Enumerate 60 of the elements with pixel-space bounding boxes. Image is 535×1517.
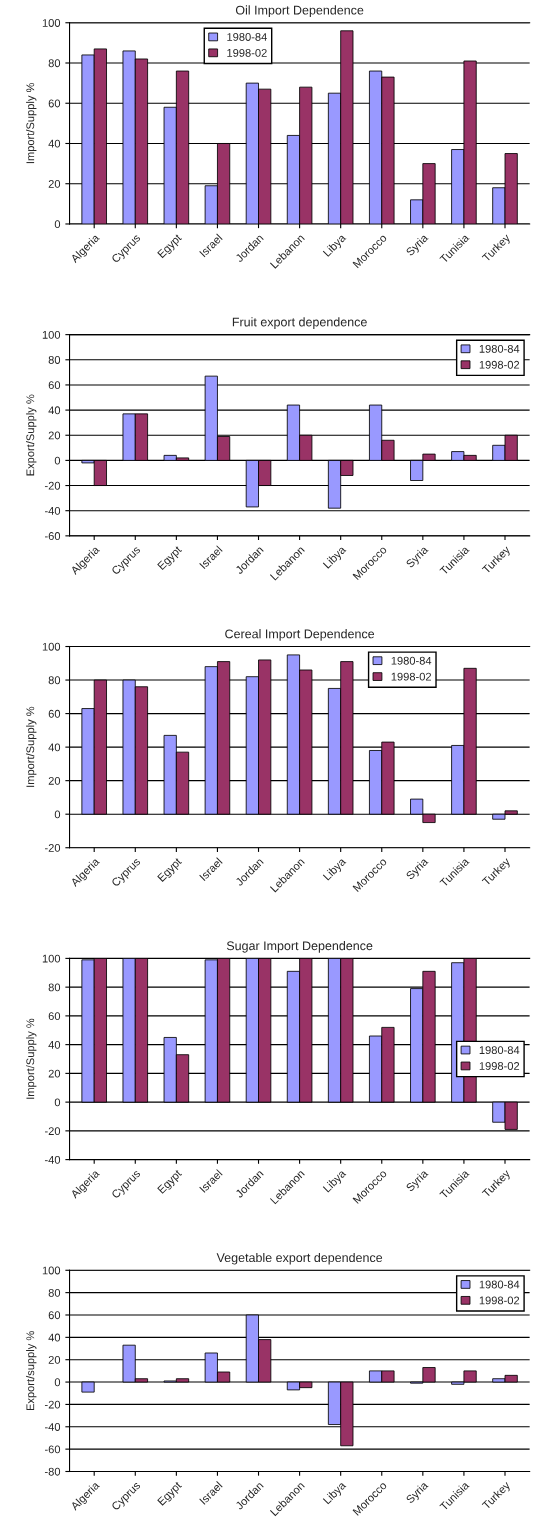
- y-axis-title: Export/Supply %: [26, 394, 37, 476]
- y-tick-label: -40: [44, 1155, 61, 1164]
- legend-label: 1998-02: [391, 672, 432, 681]
- y-tick-label: 80: [48, 59, 61, 68]
- y-tick-label: -20: [44, 1400, 61, 1409]
- legend-label: 1980-84: [391, 656, 432, 665]
- chart-title: Sugar Import Dependence: [226, 941, 373, 953]
- legend-label: 1980-84: [479, 344, 520, 353]
- y-axis-title: Import/Supply %: [26, 1018, 37, 1099]
- y-tick-label: -20: [44, 844, 61, 852]
- chart-title: Oil Import Dependence: [235, 5, 364, 18]
- y-tick-label: 0: [54, 456, 61, 465]
- y-tick-label: -60: [44, 532, 61, 540]
- y-tick-label: 100: [42, 954, 61, 963]
- legend-label: 1998-02: [479, 1296, 520, 1305]
- y-tick-label: 60: [48, 709, 61, 718]
- y-tick-label: 60: [48, 1311, 61, 1320]
- y-tick-label: 20: [48, 1355, 61, 1364]
- y-tick-label: 100: [42, 330, 61, 339]
- legend-label: 1980-84: [227, 33, 267, 41]
- legend-label: 1980-84: [479, 1280, 520, 1289]
- y-tick-label: 60: [48, 381, 61, 390]
- y-tick-label: 0: [54, 220, 61, 229]
- y-tick-label: 60: [48, 99, 61, 108]
- y-tick-label: 40: [48, 1333, 61, 1342]
- y-tick-label: 80: [48, 676, 61, 685]
- y-tick-label: 40: [48, 139, 61, 148]
- y-tick-label: 20: [48, 431, 61, 440]
- y-tick-label: 20: [48, 1069, 61, 1078]
- legend-label: 1980-84: [479, 1046, 520, 1055]
- y-tick-label: -40: [44, 506, 61, 515]
- y-tick-label: 20: [48, 776, 61, 785]
- y-axis-title: Import/Supply %: [26, 706, 37, 787]
- y-tick-label: 0: [54, 810, 61, 819]
- y-tick-label: 40: [48, 1040, 61, 1049]
- legend-label: 1998-02: [479, 1062, 520, 1070]
- y-tick-label: 80: [48, 983, 61, 992]
- y-tick-label: 80: [48, 1288, 61, 1297]
- y-tick-label: -20: [44, 1127, 61, 1135]
- chart-title: Cereal Import Dependence: [225, 629, 375, 641]
- y-tick-label: 80: [48, 356, 61, 364]
- chart-title: Vegetable export dependence: [216, 1252, 383, 1265]
- chart-title: Fruit export dependence: [232, 317, 367, 329]
- legend-label: 1998-02: [227, 48, 267, 57]
- y-tick-label: -40: [44, 1423, 61, 1431]
- y-tick-label: 0: [54, 1098, 61, 1107]
- y-tick-label: -60: [44, 1445, 61, 1454]
- y-axis-title: Export/supply %: [26, 1331, 37, 1411]
- y-tick-label: 100: [42, 1266, 61, 1275]
- y-tick-label: 100: [42, 642, 61, 651]
- y-tick-label: 20: [48, 179, 61, 188]
- y-tick-label: 40: [48, 743, 61, 752]
- y-tick-label: 60: [48, 1012, 61, 1021]
- y-axis-title: Import/Supply %: [26, 83, 37, 164]
- y-tick-label: 0: [54, 1378, 61, 1387]
- y-tick-label: 100: [42, 19, 61, 27]
- y-tick-label: 40: [48, 406, 61, 415]
- y-tick-label: -20: [44, 481, 61, 490]
- y-tick-label: -80: [44, 1467, 61, 1476]
- legend-label: 1998-02: [479, 360, 520, 369]
